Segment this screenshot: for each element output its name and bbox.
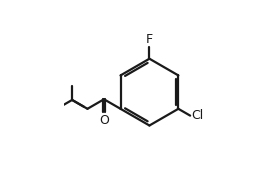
Text: F: F — [146, 33, 153, 46]
Text: O: O — [99, 114, 109, 127]
Text: Cl: Cl — [191, 109, 204, 122]
